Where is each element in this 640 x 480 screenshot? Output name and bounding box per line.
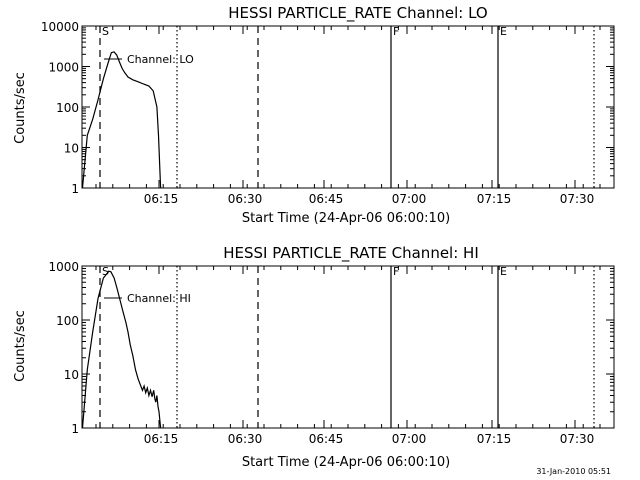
event-marker-label: F <box>393 265 399 278</box>
x-axis-label: Start Time (24-Apr-06 06:00:10) <box>242 455 450 470</box>
x-tick-label: 07:30 <box>560 192 595 206</box>
y-tick-label: 1000 <box>48 61 79 75</box>
y-tick-label: 10 <box>64 142 79 156</box>
y-tick-label: 1 <box>71 422 79 436</box>
x-tick-label: 06:30 <box>228 192 263 206</box>
event-marker-label: E <box>500 265 507 278</box>
series-line <box>81 51 162 189</box>
chart-title: HESSI PARTICLE_RATE Channel: LO <box>228 4 487 23</box>
event-marker-label: S <box>102 25 109 38</box>
event-marker-label: E <box>500 25 507 38</box>
y-tick-label: 1000 <box>48 260 79 274</box>
x-tick-label: 06:15 <box>144 192 179 206</box>
x-tick-label: 07:00 <box>392 432 427 446</box>
series-line <box>81 270 162 429</box>
y-tick-label: 100 <box>56 314 79 328</box>
legend-label: Channel: LO <box>127 53 194 66</box>
x-tick-label: 06:45 <box>309 432 344 446</box>
plot-frame <box>81 25 615 189</box>
x-axis-label: Start Time (24-Apr-06 06:00:10) <box>242 211 450 226</box>
x-tick-label: 07:15 <box>477 432 512 446</box>
x-tick-label: 06:15 <box>144 432 179 446</box>
event-marker-label: F <box>393 25 399 38</box>
y-tick-label: 1 <box>71 182 79 196</box>
y-axis-label: Counts/sec <box>13 72 28 144</box>
y-axis-label: Counts/sec <box>13 310 28 382</box>
y-tick-label: 100 <box>56 101 79 115</box>
legend-label: Channel: HI <box>127 292 191 305</box>
x-tick-label: 06:30 <box>228 432 263 446</box>
x-tick-label: 06:45 <box>309 192 344 206</box>
event-marker-label: S <box>102 265 109 278</box>
panel-lo: HESSI PARTICLE_RATE Channel: LO Channel:… <box>13 4 615 226</box>
chart-title: HESSI PARTICLE_RATE Channel: HI <box>223 244 479 263</box>
footer-timestamp: 31-Jan-2010 05:51 <box>536 467 611 476</box>
panel-hi: HESSI PARTICLE_RATE Channel: HI Channel:… <box>13 244 615 470</box>
plot-frame <box>81 265 615 429</box>
y-tick-label: 10000 <box>41 20 79 34</box>
y-tick-label: 10 <box>64 368 79 382</box>
x-tick-label: 07:15 <box>477 192 512 206</box>
x-tick-label: 07:00 <box>392 192 427 206</box>
x-tick-label: 07:30 <box>560 432 595 446</box>
